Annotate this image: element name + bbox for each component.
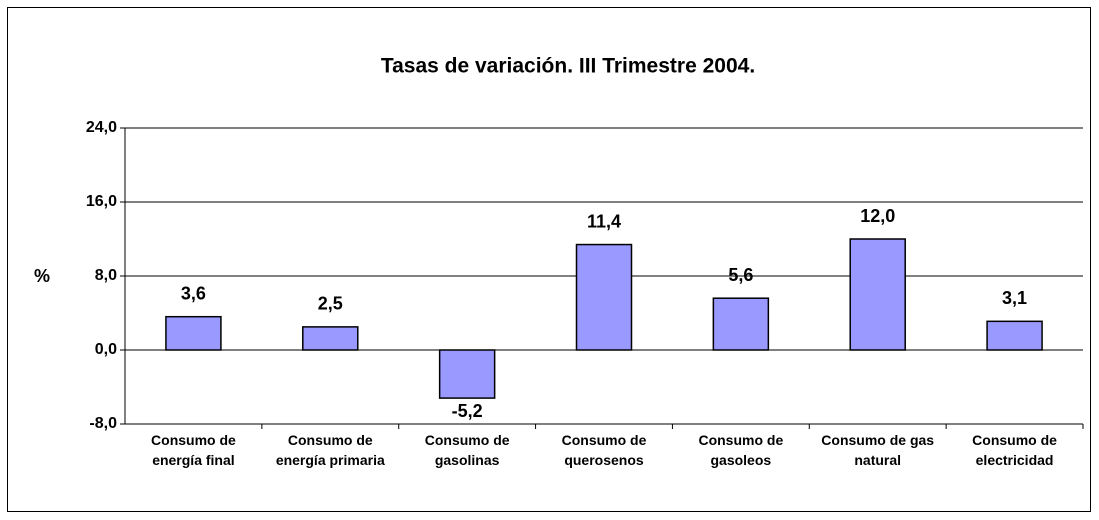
value-label: 11,4: [587, 211, 621, 231]
y-tick-label: 16,0: [86, 193, 117, 210]
value-label: 3,1: [1002, 288, 1027, 308]
value-label: 3,6: [181, 283, 206, 303]
x-tick-label-box: Consumo de energía final: [151, 432, 236, 468]
value-label: 5,6: [728, 265, 753, 285]
value-label: -5,2: [452, 401, 483, 421]
x-tick-label-box: Consumo de querosenos: [561, 432, 647, 468]
y-tick-label: 8,0: [95, 267, 117, 284]
x-tick-label: Consumo de gas natural: [821, 432, 935, 468]
value-label: 2,5: [318, 294, 343, 314]
bar: [302, 326, 359, 351]
x-tick-label-box: Consumo de gasolinas: [424, 432, 510, 468]
bar: [165, 315, 222, 351]
x-tick-label: Consumo de gasolinas: [424, 432, 510, 468]
y-tick-label: -8,0: [89, 415, 117, 432]
bar: [438, 349, 496, 399]
chart-title: Tasas de variación. III Trimestre 2004.: [381, 55, 755, 78]
x-tick-label-box: Consumo de gas natural: [821, 432, 935, 468]
x-tick-label-box: Consumo de electricidad: [972, 432, 1057, 468]
chart-border: [7, 7, 1091, 512]
y-tick-label: 24,0: [86, 119, 117, 136]
x-tick-label: Consumo de gasoleos: [698, 432, 784, 468]
x-tick-label: Consumo de energía final: [151, 432, 236, 468]
bar: [986, 320, 1043, 351]
x-tick-label: Consumo de electricidad: [972, 432, 1057, 468]
bar: [849, 238, 906, 351]
x-tick-label-box: Consumo de gasoleos: [698, 432, 784, 468]
value-label: 12,0: [860, 206, 895, 226]
bar: [575, 243, 633, 351]
x-tick-label: Consumo de querosenos: [561, 432, 647, 468]
x-tick-label: Consumo de energía primaria: [275, 432, 385, 468]
x-tick-label-box: Consumo de energía primaria: [275, 432, 385, 468]
bar: [712, 297, 770, 351]
y-tick-label: 0,0: [95, 341, 117, 358]
y-axis-label: %: [34, 266, 50, 286]
